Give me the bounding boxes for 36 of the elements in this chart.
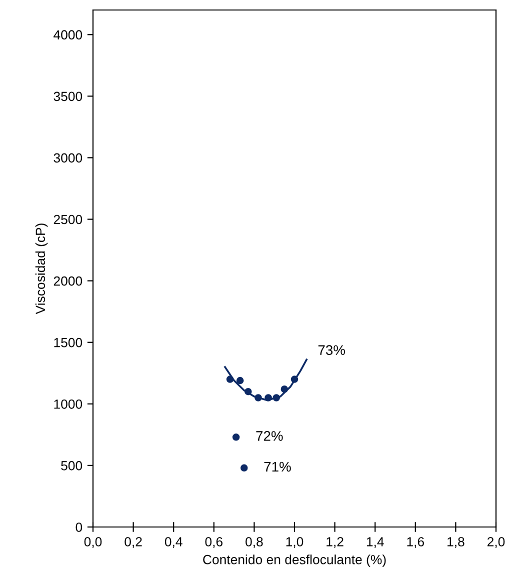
x-tick-label: 0,4 — [164, 537, 182, 548]
y-tick-label: 2000 — [54, 276, 82, 286]
x-tick-label: 1,0 — [286, 537, 304, 548]
y-tick-label: 0 — [76, 522, 82, 532]
point — [244, 388, 252, 396]
y-tick-label: 500 — [61, 461, 82, 470]
x-tick-label: 0,6 — [205, 537, 222, 548]
y-tick-label: 3000 — [54, 153, 82, 163]
point — [226, 376, 234, 383]
point — [272, 394, 280, 402]
point — [264, 394, 272, 402]
point — [240, 464, 248, 472]
x-tick-label: 1,2 — [326, 537, 344, 548]
x-tick-label: 1,4 — [366, 537, 384, 548]
y-tick-label: 4000 — [54, 30, 82, 40]
series-label: 71% — [264, 462, 291, 472]
y-axis-title: Viscosidad (cP) — [35, 224, 48, 314]
x-tick-label: 1,8 — [448, 537, 464, 548]
x-axis-title: Contenido en desfloculante (%) — [203, 554, 386, 567]
point — [280, 385, 288, 393]
point — [236, 376, 244, 384]
point — [232, 434, 240, 441]
series-label: 72% — [256, 431, 283, 441]
x-tick-label: 1,6 — [407, 537, 424, 548]
line-series — [224, 358, 308, 402]
x-tick-label: 0,8 — [246, 537, 263, 548]
point — [290, 376, 298, 383]
y-tick-label: 1500 — [54, 338, 82, 348]
y-tick-label: 2500 — [54, 214, 82, 224]
series-label: 73% — [318, 345, 346, 355]
y-tick-label: 3500 — [54, 92, 82, 102]
x-tick-label: 0,2 — [124, 537, 142, 548]
x-tick-label: 2,0 — [487, 537, 505, 548]
y-tick-label: 1000 — [54, 399, 82, 409]
point — [254, 394, 262, 402]
x-tick-label: 0,0 — [84, 537, 102, 548]
